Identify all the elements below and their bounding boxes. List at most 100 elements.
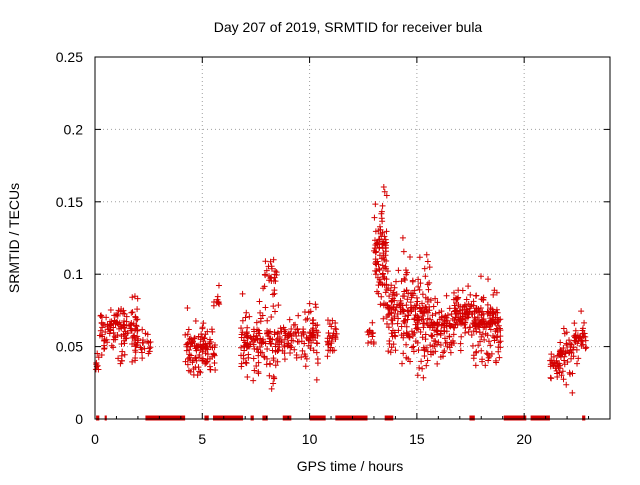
data-point [134,306,141,313]
data-point [388,282,395,289]
data-point [378,255,385,262]
data-point [262,340,269,347]
data-point [281,350,288,357]
data-point [208,326,215,333]
data-point [127,321,134,328]
data-point [274,358,281,365]
data-point [272,348,279,355]
data-point [414,339,421,346]
data-point [281,356,288,363]
data-point [409,344,416,351]
data-point [557,339,564,346]
data-point [272,362,279,369]
data-point [328,338,335,345]
data-point [270,303,277,310]
data-point [412,305,419,312]
data-point [481,336,488,343]
data-point [271,375,278,382]
data-point [133,342,140,349]
data-point [214,293,221,300]
data-point [238,344,245,351]
data-point [281,326,288,333]
data-point [385,324,392,331]
data-point [253,362,260,369]
data-point [243,309,250,316]
data-point [103,314,110,321]
data-point [403,341,410,348]
data-point [206,363,213,370]
data-point [314,340,321,347]
data-point [568,355,575,362]
data-point [126,322,133,329]
data-point [216,301,223,308]
data-point [295,312,302,319]
data-point [485,354,492,361]
data-point [428,333,435,340]
data-point [403,323,410,330]
data-point [190,338,197,345]
data-point [286,316,293,323]
data-point [200,357,207,364]
data-point [426,307,433,314]
data-point [547,363,554,370]
data-point [134,333,141,340]
data-point [132,357,139,364]
data-point [372,201,379,208]
data-point [408,294,415,301]
data-point [298,354,305,361]
data-point [387,349,394,356]
data-point [441,347,448,354]
data-point [428,332,435,339]
data-point [110,336,117,343]
data-point [288,332,295,339]
plot-frame [94,56,611,420]
data-point [264,345,271,352]
y-tick-label: 0.05 [56,339,83,355]
data-point [110,329,117,336]
data-point [476,329,483,336]
data-point [256,298,263,305]
data-point [312,301,319,308]
data-point [265,329,272,336]
data-point [420,374,427,381]
data-point [374,239,381,246]
data-point [381,265,388,272]
data-point [438,327,445,334]
data-point [391,292,398,299]
data-point [294,338,301,345]
data-point [485,276,492,283]
data-point [448,311,455,318]
data-point [478,318,485,325]
x-axis-label: GPS time / hours [297,458,404,474]
data-point [379,240,386,247]
data-point [325,341,332,348]
data-point [261,283,268,290]
data-point [202,350,209,357]
data-point [394,311,401,317]
data-point [310,331,317,338]
data-point [391,284,398,291]
x-tick-label: 20 [516,431,532,447]
data-point [430,319,437,326]
data-point [465,328,472,335]
data-point [147,344,154,351]
data-point [398,323,405,330]
data-point [480,324,487,331]
data-point [134,295,141,302]
data-point [95,366,102,373]
data-point [294,325,301,332]
data-point [465,283,472,290]
data-point [486,323,493,330]
data-point [392,347,399,354]
data-point [134,316,141,323]
data-point [495,322,502,329]
data-point [389,297,396,304]
data-point [255,359,262,366]
data-point [131,332,138,339]
data-point [564,359,571,366]
data-point [211,342,218,349]
data-point [246,313,253,320]
data-point [423,306,430,313]
data-point [118,305,125,312]
